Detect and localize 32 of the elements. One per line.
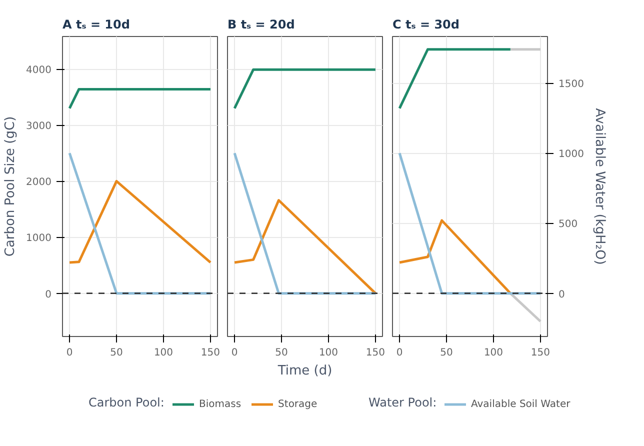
x-tick-label: 50: [110, 348, 123, 358]
x-tick-label: 100: [484, 348, 504, 358]
legend-title: Water Pool:: [368, 396, 437, 410]
x-tick-label: 0: [396, 348, 403, 358]
legend-label: Biomass: [199, 398, 242, 410]
y-tick-label: 4000: [26, 65, 52, 76]
y2-tick-label: 1500: [558, 79, 584, 90]
x-tick-label: 50: [275, 348, 288, 358]
x-tick-label: 0: [66, 348, 73, 358]
y-tick-label: 1000: [26, 233, 52, 244]
chart-title: B tₛ = 20d: [228, 18, 295, 32]
x-tick-label: 150: [200, 348, 220, 358]
x-tick-label: 150: [366, 348, 386, 358]
legend-title: Carbon Pool:: [88, 396, 164, 410]
y-tick-label: 0: [45, 289, 52, 300]
y2-tick-label: 500: [558, 219, 578, 230]
y2-tick-label: 1000: [558, 149, 584, 160]
x-axis-title: Time (d): [276, 364, 332, 378]
x-tick-label: 0: [231, 348, 238, 358]
y-axis-title: Carbon Pool Size (gC): [3, 116, 18, 257]
x-tick-label: 150: [530, 348, 550, 358]
chart-title: C tₛ = 30d: [392, 18, 460, 32]
y2-axis-title: Available Water (kgH₂O): [592, 108, 607, 265]
chart-title: A tₛ = 10d: [62, 18, 130, 32]
legend-label: Available Soil Water: [471, 398, 570, 410]
x-tick-label: 100: [154, 348, 174, 358]
legend-label: Storage: [278, 398, 318, 410]
x-tick-label: 100: [318, 348, 338, 358]
y-tick-label: 2000: [26, 177, 52, 188]
y-tick-label: 3000: [26, 121, 52, 132]
y2-tick-label: 0: [558, 289, 565, 300]
x-tick-label: 50: [440, 348, 453, 358]
